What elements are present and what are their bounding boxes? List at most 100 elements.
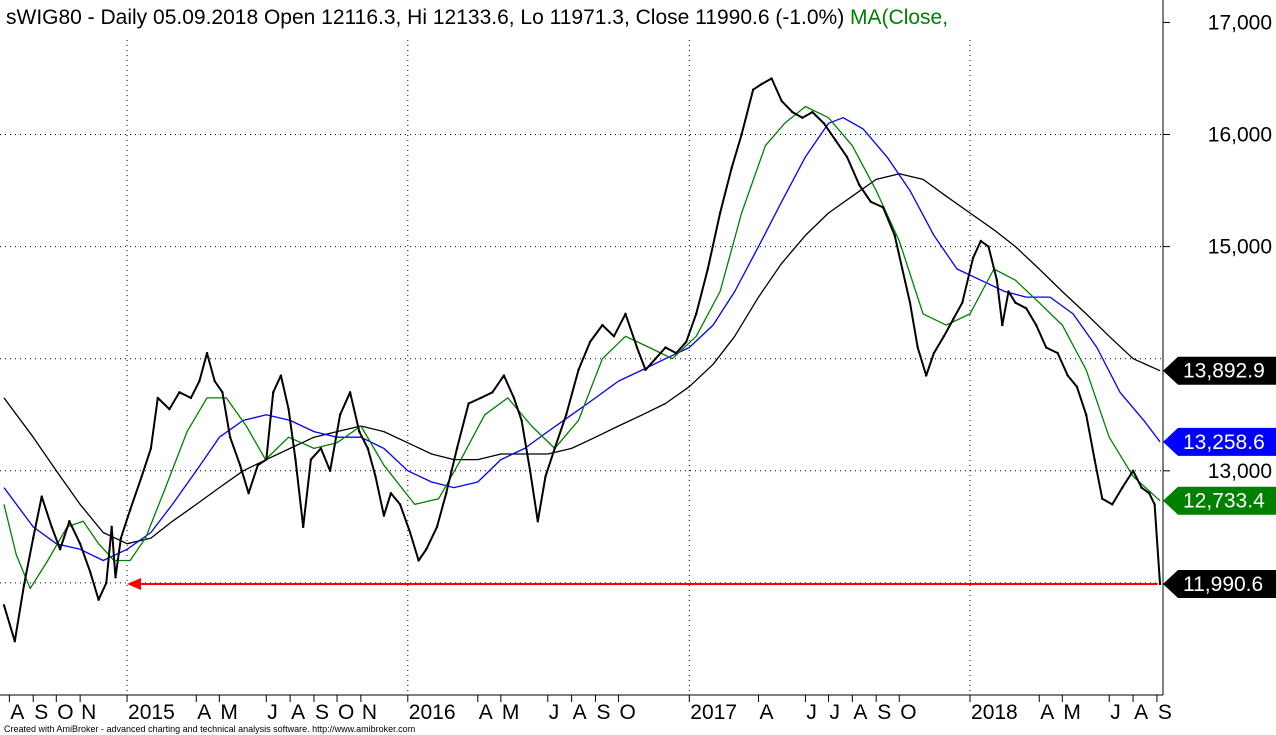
price-point <box>1084 413 1088 416</box>
price-point <box>770 77 773 80</box>
x-tick-label: M <box>1063 701 1081 724</box>
x-tick-label: O <box>900 701 916 724</box>
support-arrow-head <box>127 577 142 590</box>
price-point <box>536 520 539 523</box>
price-point <box>198 379 201 383</box>
price-point <box>1001 323 1004 327</box>
price-point <box>279 374 283 377</box>
price-point <box>512 396 516 400</box>
price-point <box>149 447 153 450</box>
x-tick-label: S <box>596 701 610 724</box>
price-point <box>50 525 53 529</box>
price-point <box>68 520 71 523</box>
x-tick-label: J <box>267 701 278 724</box>
title-backdrop <box>0 0 1163 36</box>
price-point <box>951 318 955 321</box>
price-point <box>105 581 108 585</box>
value-tag-price <box>1163 569 1276 598</box>
x-tick-label: J <box>1110 701 1121 724</box>
price-point <box>916 346 919 349</box>
price-point <box>760 82 763 86</box>
price-point <box>685 340 688 344</box>
price-point <box>358 430 361 433</box>
price-point <box>435 525 439 529</box>
price-point <box>382 514 386 517</box>
price-point <box>1131 469 1135 473</box>
price-point <box>319 447 323 450</box>
price-point <box>544 475 547 478</box>
price-point <box>417 559 420 562</box>
price-point <box>205 351 209 355</box>
price-point <box>13 639 16 643</box>
price-point <box>612 335 616 338</box>
y-tick-label: 17,000 <box>1208 11 1272 34</box>
x-tick-label: A <box>760 701 774 724</box>
grid <box>0 0 1163 695</box>
price-point <box>408 531 412 534</box>
price-point <box>801 116 804 119</box>
price-point <box>140 475 143 478</box>
price-point <box>294 458 297 461</box>
price-point <box>654 357 657 360</box>
price-point <box>718 211 722 215</box>
price-point <box>740 133 743 136</box>
value-tag-label: 13,892.9 <box>1183 360 1265 383</box>
price-point <box>664 346 667 349</box>
price-point <box>577 368 580 372</box>
price-point <box>265 458 268 461</box>
x-tick-label: J <box>830 701 841 724</box>
price-point <box>2 604 6 607</box>
price-point <box>110 525 113 529</box>
price-point <box>1024 307 1028 310</box>
price-point <box>995 279 999 282</box>
x-tick-label: 2017 <box>690 701 737 724</box>
price-point <box>1044 346 1048 349</box>
price-point <box>398 503 402 506</box>
x-tick-label: J <box>806 701 817 724</box>
price-point <box>247 492 250 495</box>
price-point <box>811 110 814 114</box>
footer-credit: Created with AmiBroker - advanced charti… <box>4 724 415 734</box>
x-tick-label: O <box>338 701 354 724</box>
price-point <box>58 548 62 551</box>
x-tick-label: A <box>10 701 24 724</box>
x-tick-label: S <box>1158 701 1172 724</box>
y-tick-label: 13,000 <box>1208 460 1272 483</box>
price-point <box>635 346 639 349</box>
price-point <box>238 464 242 467</box>
x-tick-label: 2015 <box>128 701 175 724</box>
price-point <box>221 391 224 394</box>
price-point <box>942 335 946 338</box>
price-point <box>987 245 990 248</box>
price-point <box>40 495 43 498</box>
series-line-ma-slow <box>3 173 1161 545</box>
price-point <box>1111 503 1114 506</box>
x-tick-label: J <box>549 701 560 724</box>
price-point <box>706 267 709 271</box>
x-tick-label: O <box>620 701 636 724</box>
chart-title: sWIG80 - Daily 05.09.2018 Open 12116.3, … <box>6 6 948 29</box>
price-point <box>502 374 506 377</box>
price-point <box>730 166 733 170</box>
x-tick-label: A <box>1134 701 1148 724</box>
value-tag-label: 11,990.6 <box>1183 573 1263 596</box>
price-point <box>128 508 132 512</box>
price-point <box>114 576 117 579</box>
price-point <box>213 379 216 383</box>
x-tick-label: A <box>291 701 305 724</box>
y-tick-label: 15,000 <box>1208 236 1272 259</box>
price-point <box>97 598 100 601</box>
price-point <box>893 234 896 237</box>
value-tag-ma-mid <box>1163 427 1276 456</box>
title-ma-label: MA(Close, <box>850 6 948 29</box>
x-tick-label: A <box>1040 701 1054 724</box>
y-tick-label: 16,000 <box>1208 124 1272 147</box>
price-point <box>88 570 92 573</box>
price-point <box>908 301 912 304</box>
price-point <box>156 396 160 400</box>
series-line-ma-mid <box>3 117 1161 562</box>
x-tick-label: O <box>57 701 73 724</box>
x-tick-label: A <box>573 701 587 724</box>
x-tick-label: N <box>362 701 377 724</box>
price-point <box>256 464 260 467</box>
